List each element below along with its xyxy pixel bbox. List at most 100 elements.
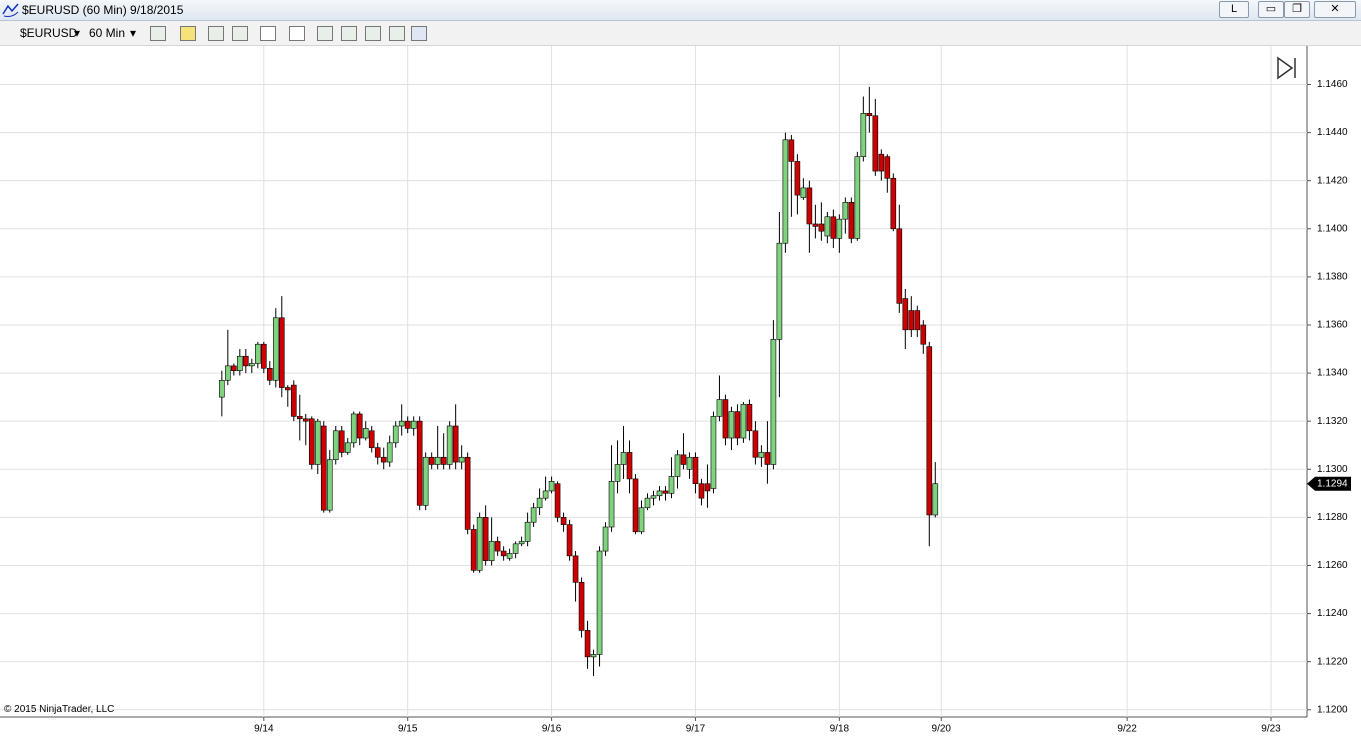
candle-body xyxy=(572,555,579,583)
candle-body xyxy=(902,298,909,331)
candle-body xyxy=(824,216,831,237)
candle-body xyxy=(836,218,843,239)
interval-selector[interactable]: 60 Min xyxy=(89,26,126,40)
candle-body xyxy=(410,420,417,429)
candle-body xyxy=(788,139,795,162)
templates-button[interactable] xyxy=(365,26,381,41)
candle-body xyxy=(614,464,621,482)
candle-body xyxy=(656,490,663,497)
candle-body xyxy=(422,456,429,506)
candle-body xyxy=(308,418,315,465)
candle-body xyxy=(692,456,699,485)
plot-area xyxy=(0,46,1307,717)
y-tick-label: 1.1460 xyxy=(1317,79,1348,90)
last-price-label: 1.1294 xyxy=(1317,478,1348,489)
candle-body xyxy=(482,517,489,561)
x-tick-label: 9/14 xyxy=(254,724,274,735)
candle-body xyxy=(458,456,465,463)
candle-body xyxy=(842,202,849,220)
candle-body xyxy=(488,541,495,561)
candle-body xyxy=(590,654,597,658)
orders-button[interactable] xyxy=(389,26,405,41)
candle-body xyxy=(278,317,285,388)
candle-body xyxy=(746,404,753,432)
properties-button[interactable] xyxy=(411,26,427,41)
drawing-tool-button[interactable] xyxy=(180,26,196,41)
candle-body xyxy=(452,425,459,463)
candle-body xyxy=(596,550,603,655)
candle-body xyxy=(260,343,267,369)
candle-body xyxy=(314,420,321,465)
app-icon xyxy=(2,3,19,17)
dropdown-arrow[interactable]: ▾ xyxy=(74,26,81,40)
candle-body xyxy=(440,456,447,465)
candle-body xyxy=(638,507,645,533)
x-tick-label: 9/23 xyxy=(1261,724,1281,735)
candle-body xyxy=(896,228,903,304)
candle-body xyxy=(722,399,729,439)
candle-body xyxy=(878,153,885,172)
candle-body xyxy=(524,521,531,542)
strategies-button[interactable] xyxy=(341,26,357,41)
candle-body xyxy=(500,550,507,557)
candle-body xyxy=(243,355,249,367)
maximize-button[interactable]: ❐ xyxy=(1284,1,1310,18)
y-tick-label: 1.1220 xyxy=(1317,656,1348,667)
candle-body xyxy=(272,317,279,381)
candle-body xyxy=(380,456,387,463)
candle-body xyxy=(398,420,405,427)
y-tick-label: 1.1420 xyxy=(1317,175,1348,186)
zoom-out-button[interactable] xyxy=(232,26,248,41)
pointer-button[interactable] xyxy=(260,26,276,41)
candle-body xyxy=(848,202,855,239)
candle-body xyxy=(686,456,693,470)
candle-body xyxy=(674,454,681,477)
title-bar: $EURUSD (60 Min) 9/18/2015 L ▭ ❐ ✕ xyxy=(0,0,1361,21)
candle-body xyxy=(326,459,333,511)
candle-body xyxy=(225,365,231,381)
candle-body xyxy=(506,553,513,559)
minimize-button[interactable]: ▭ xyxy=(1258,1,1284,18)
y-tick-label: 1.1340 xyxy=(1317,368,1348,379)
close-button[interactable]: ✕ xyxy=(1314,1,1356,18)
candle-body xyxy=(368,430,375,448)
y-tick-label: 1.1200 xyxy=(1317,704,1348,715)
candle-body xyxy=(566,524,573,557)
candle-body xyxy=(434,456,441,465)
scroll-end-button[interactable] xyxy=(1277,56,1296,80)
dropdown-arrow[interactable]: ▾ xyxy=(130,26,137,40)
candle-body xyxy=(237,355,243,371)
candle-body xyxy=(548,481,555,492)
candle-body xyxy=(464,456,471,530)
candle-body xyxy=(770,339,777,465)
chart: 1.1200 1.1220 1.1240 1.1260 1.1280 1.1300 1.13… xyxy=(0,46,1351,735)
candle-body xyxy=(794,161,801,196)
candle-body xyxy=(860,113,867,157)
candle-body xyxy=(386,442,393,463)
indicators-button[interactable] xyxy=(317,26,333,41)
copyright: © 2015 NinjaTrader, LLC xyxy=(4,704,115,715)
y-tick-label: 1.1240 xyxy=(1317,608,1348,619)
y-tick-label: 1.1380 xyxy=(1317,272,1348,283)
y-tick-label: 1.1300 xyxy=(1317,464,1348,475)
y-tick-label: 1.1440 xyxy=(1317,127,1348,138)
candle-body xyxy=(536,497,543,509)
instrument-selector[interactable]: $EURUSD xyxy=(20,26,78,40)
x-tick-label: 9/15 xyxy=(398,724,418,735)
candle-body xyxy=(560,517,567,525)
chart-style-button[interactable] xyxy=(150,26,166,41)
candle-body xyxy=(266,367,273,381)
candle-body xyxy=(219,379,225,398)
candle-body xyxy=(716,399,723,417)
candle-body xyxy=(866,113,873,117)
zoom-in-button[interactable] xyxy=(208,26,224,41)
candle-body xyxy=(578,582,585,631)
candle-body xyxy=(632,478,639,533)
candle-body xyxy=(776,242,783,340)
candle-body xyxy=(320,425,327,511)
candle-body xyxy=(356,413,363,439)
link-button[interactable]: L xyxy=(1219,1,1249,18)
search-button[interactable] xyxy=(289,26,305,41)
candle-body xyxy=(446,425,453,465)
candle-body xyxy=(416,420,423,506)
